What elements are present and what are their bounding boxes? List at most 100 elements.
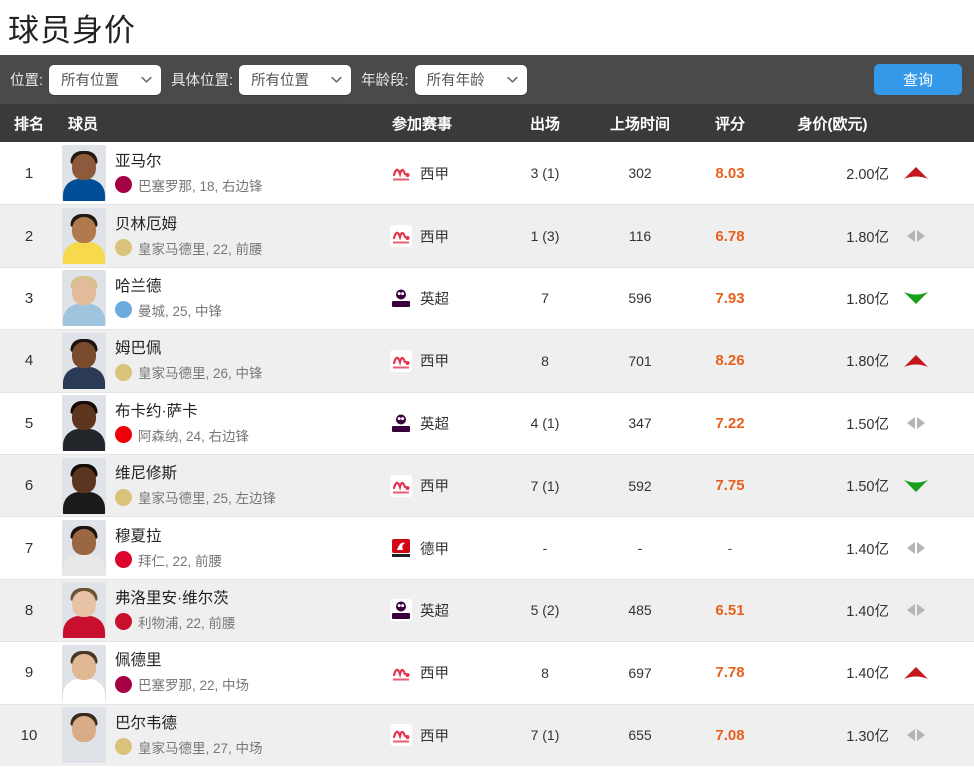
player-avatar [62, 208, 106, 265]
cell-player: 巴尔韦德 皇家马德里, 27, 中场 [58, 707, 390, 764]
player-name[interactable]: 穆夏拉 [115, 527, 162, 545]
player-avatar [62, 395, 106, 452]
cell-minutes: 347 [628, 415, 652, 432]
table-row[interactable]: 1 亚马尔 巴塞罗那, 18, 右边锋 西甲 3 (1) 302 8.03 2.00亿 [0, 142, 974, 205]
table-row[interactable]: 2 贝林厄姆 皇家马德里, 22, 前腰 西甲 1 (3) 116 6.78 1.80亿 [0, 204, 974, 267]
league-logo-laliga [390, 661, 412, 684]
filter-bar: 位置: 所有位置 具体位置: 所有位置 年龄段: 所有年龄 查询 [0, 55, 974, 104]
select-age-range[interactable]: 所有年龄 [414, 64, 527, 95]
cell-value: 1.30亿 [846, 728, 889, 745]
league-name: 英超 [420, 603, 449, 620]
player-avatar [62, 520, 106, 577]
page-title: 球员身价 [0, 0, 974, 55]
table-row[interactable]: 9 佩德里 巴塞罗那, 22, 中场 西甲 8 697 7.78 1.40亿 [0, 641, 974, 704]
column-header-rank[interactable]: 排名 [13, 115, 44, 133]
cell-league: 西甲 [390, 349, 500, 372]
cell-rank: 2 [24, 227, 34, 245]
player-name[interactable]: 布卡约·萨卡 [115, 402, 198, 420]
cell-value: 2.00亿 [846, 166, 889, 183]
cell-apps: 3 (1) [530, 165, 560, 182]
player-club-age-position: 皇家马德里, 22, 前腰 [138, 241, 263, 257]
cell-player: 佩德里巴塞罗那, 22, 中场 [58, 644, 390, 701]
trend-up-icon [895, 353, 937, 369]
cell-league: 西甲 [390, 225, 500, 248]
column-header-league[interactable]: 参加赛事 [392, 115, 453, 133]
player-name[interactable]: 贝林厄姆 [115, 215, 178, 233]
filter-group-detailed-position: 具体位置: 所有位置 [171, 64, 352, 95]
player-name[interactable]: 弗洛里安·维尔茨 [115, 589, 229, 607]
table-row[interactable]: 8 弗洛里安·维尔茨 利物浦, 22, 前腰 英超 5 (2) 485 6.51 1.40亿 [0, 578, 974, 642]
club-badge-icon [115, 488, 132, 506]
cell-rank: 5 [24, 414, 34, 432]
player-club-age-position: 阿森纳, 24, 右边锋 [138, 428, 250, 444]
column-header-minutes[interactable]: 上场时间 [609, 115, 670, 133]
league-logo-premier-league [390, 287, 412, 310]
cell-apps: 7 (1) [530, 727, 560, 744]
player-club-age-position: 皇家马德里, 25, 左边锋 [138, 491, 277, 507]
cell-rank: 7 [24, 539, 34, 557]
cell-minutes: - [637, 540, 643, 557]
cell-value: 1.80亿 [846, 229, 889, 246]
player-meta: 皇家马德里, 22, 前腰 [115, 238, 263, 258]
player-name[interactable]: 佩德里 [115, 652, 162, 670]
cell-minutes: 596 [628, 290, 652, 307]
cell-value: 1.40亿 [846, 603, 889, 620]
trend-flat-icon [895, 726, 937, 744]
player-meta: 巴塞罗那, 22, 中场 [115, 674, 249, 694]
query-button[interactable]: 查询 [874, 64, 962, 95]
league-name: 英超 [420, 291, 449, 308]
player-avatar [62, 332, 106, 389]
column-header-rating[interactable]: 评分 [714, 115, 745, 133]
league-logo-premier-league [390, 412, 412, 435]
column-header-apps[interactable]: 出场 [529, 115, 560, 133]
cell-league: 英超 [390, 287, 500, 310]
select-detailed-position[interactable]: 所有位置 [239, 64, 352, 95]
league-logo-laliga [390, 474, 412, 497]
cell-value: 1.40亿 [846, 541, 889, 558]
select-position[interactable]: 所有位置 [49, 64, 162, 95]
cell-league: 西甲 [390, 724, 500, 747]
cell-minutes: 592 [628, 477, 652, 494]
table-row[interactable]: 3 哈兰德 曼城, 25, 中锋 英超 7 596 7.93 1.80亿 [0, 266, 974, 330]
cell-apps: 8 [541, 664, 549, 681]
table-row[interactable]: 4 姆巴佩 皇家马德里, 26, 中锋 西甲 8 701 8.26 1.80亿 [0, 329, 974, 392]
chevron-down-icon [330, 73, 343, 86]
cell-player: 穆夏拉拜仁, 22, 前腰 [58, 520, 390, 577]
club-badge-icon [115, 363, 132, 381]
filter-label-position: 位置: [10, 73, 44, 89]
cell-player: 亚马尔 巴塞罗那, 18, 右边锋 [58, 145, 390, 202]
table-row[interactable]: 10 巴尔韦德 皇家马德里, 27, 中场 西甲 7 (1) 655 7.08 1.30亿 [0, 703, 974, 766]
cell-apps: 8 [541, 352, 549, 369]
column-header-player[interactable]: 球员 [68, 115, 99, 133]
cell-rating: 8.26 [715, 352, 745, 370]
cell-player: 贝林厄姆皇家马德里, 22, 前腰 [58, 208, 390, 265]
league-name: 西甲 [420, 666, 449, 683]
player-club-age-position: 皇家马德里, 26, 中锋 [138, 366, 263, 382]
table-row[interactable]: 6 维尼修斯 皇家马德里, 25, 左边锋 西甲 7 (1) 592 7.75 1.50亿 [0, 453, 974, 517]
cell-minutes: 485 [628, 602, 652, 619]
player-club-age-position: 巴塞罗那, 22, 中场 [138, 678, 250, 694]
cell-rating: 6.51 [715, 601, 745, 619]
column-header-value[interactable]: 身价(欧元) [797, 115, 868, 133]
cell-rank: 6 [24, 477, 34, 495]
cell-player: 布卡约·萨卡阿森纳, 24, 右边锋 [58, 395, 390, 452]
cell-player: 哈兰德 曼城, 25, 中锋 [58, 270, 390, 327]
player-name[interactable]: 姆巴佩 [115, 340, 162, 358]
player-name[interactable]: 巴尔韦德 [115, 714, 178, 732]
cell-rating: 6.78 [715, 227, 745, 245]
player-name[interactable]: 哈兰德 [115, 277, 162, 295]
table-row[interactable]: 5 布卡约·萨卡 阿森纳, 24, 右边锋 英超 4 (1) 347 7.22 1.50亿 [0, 391, 974, 454]
table-row[interactable]: 7 穆夏拉 拜仁, 22, 前腰 德甲 - - - 1.40亿 [0, 516, 974, 579]
cell-league: 西甲 [390, 162, 500, 185]
player-name[interactable]: 维尼修斯 [115, 465, 178, 483]
cell-value: 1.50亿 [846, 479, 889, 496]
player-club-age-position: 拜仁, 22, 前腰 [138, 553, 223, 569]
table-body: 1 亚马尔 巴塞罗那, 18, 右边锋 西甲 3 (1) 302 8.03 2.00亿 2 贝林厄… [0, 142, 974, 766]
league-name: 西甲 [420, 479, 449, 496]
league-name: 西甲 [420, 229, 449, 246]
player-name[interactable]: 亚马尔 [115, 152, 162, 170]
cell-value: 1.80亿 [846, 291, 889, 308]
cell-rating: 7.93 [715, 289, 745, 307]
player-avatar [62, 457, 106, 514]
cell-league: 西甲 [390, 661, 500, 684]
